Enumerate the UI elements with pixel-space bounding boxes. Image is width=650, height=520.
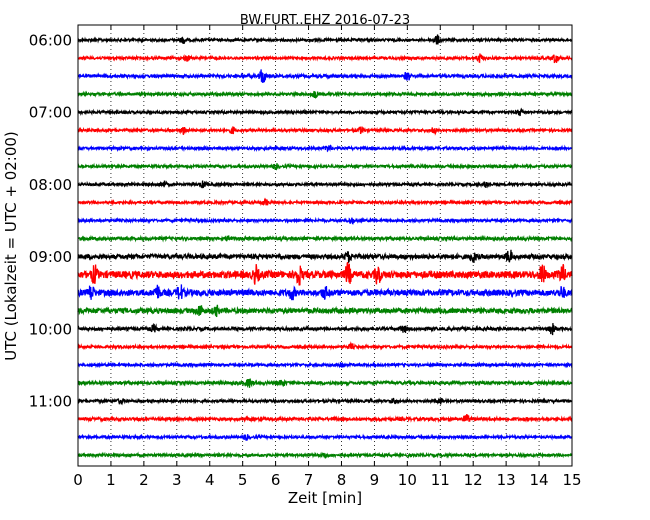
seismic-trace xyxy=(77,90,573,99)
seismic-trace xyxy=(77,107,573,117)
x-tick-label: 1 xyxy=(106,471,116,489)
seismic-trace xyxy=(77,451,573,459)
seismic-trace xyxy=(77,413,573,424)
seismic-trace xyxy=(77,126,573,136)
x-tick-label: 5 xyxy=(238,471,248,489)
seismic-trace xyxy=(77,34,572,45)
x-tick-label: 0 xyxy=(73,471,83,489)
seismic-trace xyxy=(77,284,573,301)
x-tick-label: 8 xyxy=(337,471,347,489)
seismic-trace xyxy=(77,433,573,441)
seismic-trace xyxy=(77,304,573,318)
plot-area-frame xyxy=(77,24,573,467)
y-tick-label: 11:00 xyxy=(29,393,72,411)
grid-lines xyxy=(110,25,540,466)
x-tick-label: 9 xyxy=(370,471,380,489)
seismic-trace xyxy=(77,341,573,351)
seismic-traces xyxy=(77,34,573,459)
x-tick-label: 13 xyxy=(497,471,516,489)
x-axis-ticks: 0 1 2 3 4 5 6 7 8 9 10 11 12 13 14 15 xyxy=(73,25,582,489)
y-tick-label: 10:00 xyxy=(29,320,72,338)
seismic-trace xyxy=(77,144,573,153)
x-tick-label: 15 xyxy=(562,471,581,489)
x-tick-label: 12 xyxy=(464,471,483,489)
x-tick-label: 10 xyxy=(398,471,417,489)
seismic-trace xyxy=(77,69,573,83)
seismic-trace xyxy=(77,197,573,207)
x-tick-label: 4 xyxy=(205,471,215,489)
seismic-trace xyxy=(77,249,573,264)
seismic-trace xyxy=(77,397,573,406)
x-tick-label: 11 xyxy=(431,471,450,489)
x-axis-label: Zeit [min] xyxy=(288,489,362,507)
seismic-trace xyxy=(77,361,573,369)
y-tick-label: 06:00 xyxy=(29,32,72,50)
x-tick-label: 7 xyxy=(304,471,314,489)
x-tick-label: 6 xyxy=(271,471,281,489)
x-tick-label: 2 xyxy=(139,471,149,489)
seismic-trace xyxy=(77,216,573,225)
seismic-trace xyxy=(77,180,573,189)
y-tick-label: 07:00 xyxy=(29,104,72,122)
x-tick-label: 14 xyxy=(530,471,549,489)
x-tick-label: 3 xyxy=(172,471,182,489)
seismic-trace xyxy=(77,234,573,243)
seismic-trace xyxy=(77,262,573,286)
seismic-trace xyxy=(77,162,573,171)
chart-title: BW.FURT..EHZ 2016-07-23 xyxy=(240,13,410,28)
seismic-trace xyxy=(77,53,573,64)
y-axis-ticks: 06:00 07:00 08:00 09:00 10:00 11:00 xyxy=(29,32,572,411)
y-tick-label: 08:00 xyxy=(29,176,72,194)
seismic-trace xyxy=(77,378,573,388)
seismic-trace xyxy=(77,322,572,336)
y-tick-label: 09:00 xyxy=(29,248,72,266)
y-axis-label: UTC (Lokalzeit = UTC + 02:00) xyxy=(2,131,20,361)
